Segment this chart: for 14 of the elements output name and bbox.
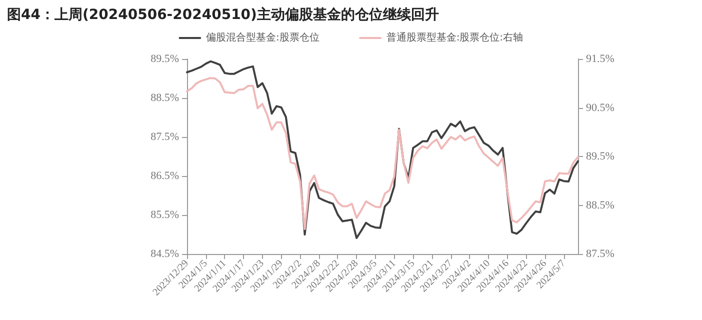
y-tick-label: 86.5% — [150, 170, 179, 182]
chart-title: 图44：上周(20240506-20240510)主动偏股基金的仓位继续回升 — [7, 6, 439, 23]
y2-tick-label: 91.5% — [586, 53, 614, 65]
legend-label: 偏股混合型基金:股票仓位 — [206, 32, 320, 44]
y2-tick-label: 89.5% — [586, 150, 614, 162]
y2-tick-label: 90.5% — [586, 102, 614, 114]
y-tick-label: 89.5% — [150, 53, 179, 65]
y2-tick-label: 88.5% — [586, 199, 614, 212]
y-tick-label: 85.5% — [150, 209, 179, 221]
y-tick-label: 87.5% — [150, 131, 179, 143]
y2-tick-label: 87.5% — [586, 248, 614, 260]
y-tick-label: 84.5% — [150, 248, 179, 260]
legend-label: 普通股票型基金:股票仓位:右轴 — [386, 32, 524, 44]
y-tick-label: 88.5% — [150, 92, 179, 104]
